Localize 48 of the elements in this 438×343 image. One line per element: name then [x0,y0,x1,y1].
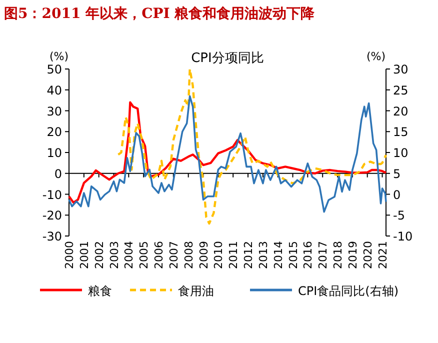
y-tick-label: 0 [54,166,62,181]
y-tick-label: 50 [46,62,62,76]
x-tick-label: 2012 [242,241,256,269]
x-tick-label: 2009 [197,241,210,269]
x-tick-label: 2014 [272,241,285,269]
chart-title: 图5：2011 年以来，CPI 粮食和食用油波动下降 [4,5,316,22]
x-tick-label: 2003 [108,241,121,269]
legend-label: CPI食品同比(右轴) [298,284,399,298]
x-tick-label: 2021 [376,241,390,269]
x-tick-label: 2004 [122,241,136,269]
y-tick-label: -20 [42,208,62,223]
x-tick-label: 2006 [152,241,166,269]
x-tick-label: 2005 [138,241,151,269]
y2-tick-label: 5 [393,166,401,181]
y2-tick-label: 20 [393,104,408,118]
y2-tick-label: -5 [393,208,405,223]
y2-tick-label: 25 [393,83,408,98]
x-tick-label: 2018 [332,241,345,269]
x-tick-label: 2020 [361,241,374,269]
legend-label: 粮食 [88,284,112,298]
x-tick-label: 2002 [92,241,106,269]
y2-tick-label: 30 [393,62,408,76]
x-tick-label: 2000 [63,241,76,269]
y-tick-label: -30 [42,230,62,244]
y-tick-label: 30 [46,104,62,118]
y2-tick-label: -10 [393,230,413,244]
y-axis-title: (%) [49,50,69,63]
y-tick-label: 20 [46,125,62,140]
x-tick-label: 2019 [346,241,360,269]
x-tick-label: 2016 [302,241,315,269]
y2-tick-label: 10 [393,146,408,160]
chart-subtitle: CPI分项同比 [191,51,264,66]
y-tick-label: -10 [42,188,62,202]
x-tick-label: 2017 [316,241,330,269]
legend-label: 食用油 [178,284,214,298]
x-tick-label: 2013 [256,241,270,269]
x-tick-label: 2011 [227,241,240,269]
x-tick-label: 2007 [167,241,180,269]
y2-axis-title: (%) [366,50,386,63]
x-tick-label: 2001 [78,241,91,269]
y2-tick-label: 0 [393,188,401,202]
x-tick-label: 2008 [182,241,196,269]
y2-tick-label: 15 [393,125,408,140]
x-tick-label: 2015 [286,241,300,269]
y-tick-label: 10 [46,146,62,160]
line-series [117,68,388,225]
y-tick-label: 40 [46,83,62,98]
x-tick-label: 2010 [212,241,226,269]
